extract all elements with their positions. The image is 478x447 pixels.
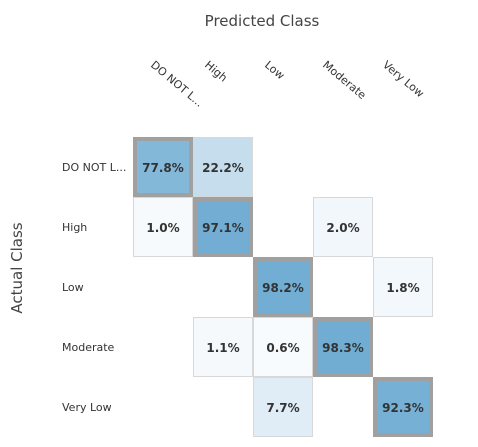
diagonal-highlights [133, 137, 433, 437]
matrix-cell [253, 317, 313, 377]
diagonal-cell-highlight [193, 197, 253, 257]
diagonal-cell-highlight [133, 137, 193, 197]
row-label: DO NOT L... [62, 161, 126, 174]
matrix-cell [133, 137, 193, 197]
cell-value-label: 7.7% [266, 401, 299, 415]
column-label: Moderate [320, 58, 369, 102]
matrix-cell [313, 197, 373, 257]
cell-value-label: 92.3% [382, 401, 424, 415]
column-labels: DO NOT L...High Low Moderate Very Low [148, 58, 426, 109]
cell-value-label: 1.1% [206, 341, 239, 355]
cell-labels: 77.8% 22.2% 1.0% 97.1% 2.0% 98.2% 1.8% 1.1% 0.6%… [142, 161, 424, 415]
row-label: Low [62, 281, 84, 294]
column-label: Low [262, 58, 287, 82]
diagonal-cell-highlight [313, 317, 373, 377]
row-label: Very Low [62, 401, 112, 414]
column-label: DO NOT L... [148, 58, 206, 109]
column-label: High [202, 58, 230, 84]
y-axis-title: Actual Class [8, 222, 26, 313]
matrix-cell [193, 317, 253, 377]
diagonal-cell-highlight [253, 257, 313, 317]
cell-value-label: 97.1% [202, 221, 244, 235]
cell-value-label: 2.0% [326, 221, 359, 235]
cell-value-label: 1.8% [386, 281, 419, 295]
matrix-cell [373, 377, 433, 437]
row-label: High [62, 221, 87, 234]
cell-value-label: 0.6% [266, 341, 299, 355]
diagonal-cell-highlight [373, 377, 433, 437]
matrix-cells [133, 137, 433, 437]
cell-value-label: 98.3% [322, 341, 364, 355]
matrix-cell [133, 197, 193, 257]
row-labels: DO NOT L... High Low Moderate Very Low [62, 161, 126, 414]
matrix-cell [373, 257, 433, 317]
cell-value-label: 77.8% [142, 161, 184, 175]
column-label: Very Low [380, 58, 426, 100]
matrix-cell [193, 137, 253, 197]
row-label: Moderate [62, 341, 115, 354]
cell-value-label: 22.2% [202, 161, 244, 175]
x-axis-title: Predicted Class [205, 12, 320, 30]
cell-value-label: 1.0% [146, 221, 179, 235]
matrix-cell [313, 317, 373, 377]
cell-value-label: 98.2% [262, 281, 304, 295]
matrix-cell [253, 377, 313, 437]
